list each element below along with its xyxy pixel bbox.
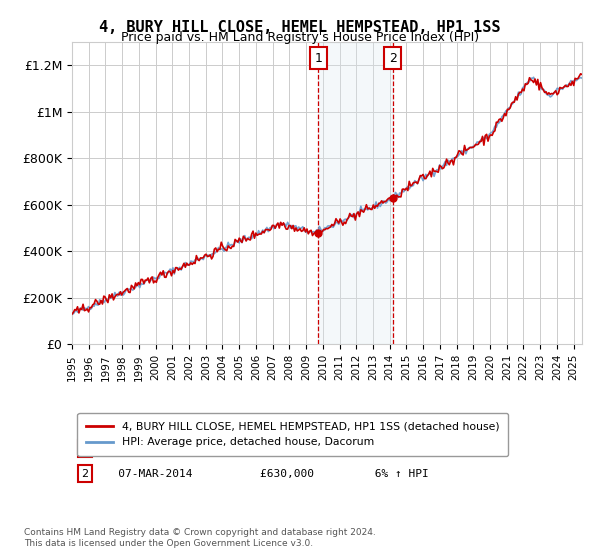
Text: 2: 2 [389, 52, 397, 65]
Text: 1: 1 [314, 52, 322, 65]
Text: 4, BURY HILL CLOSE, HEMEL HEMPSTEAD, HP1 1SS: 4, BURY HILL CLOSE, HEMEL HEMPSTEAD, HP1… [99, 20, 501, 35]
Bar [319, 42, 393, 344]
Text: 2: 2 [81, 469, 88, 479]
Text: Price paid vs. HM Land Registry's House Price Index (HPI): Price paid vs. HM Land Registry's House … [121, 31, 479, 44]
Text: Contains HM Land Registry data © Crown copyright and database right 2024.
This d: Contains HM Land Registry data © Crown c… [24, 528, 376, 548]
Legend: 4, BURY HILL CLOSE, HEMEL HEMPSTEAD, HP1 1SS (detached house), HPI: Average pric: 4, BURY HILL CLOSE, HEMEL HEMPSTEAD, HP1… [77, 413, 508, 456]
Text: 25-SEP-2009          £480,000         1% ↑ HPI: 25-SEP-2009 £480,000 1% ↑ HPI [97, 444, 428, 454]
Text: 1: 1 [81, 444, 88, 454]
Text: 07-MAR-2014          £630,000         6% ↑ HPI: 07-MAR-2014 £630,000 6% ↑ HPI [97, 469, 428, 479]
